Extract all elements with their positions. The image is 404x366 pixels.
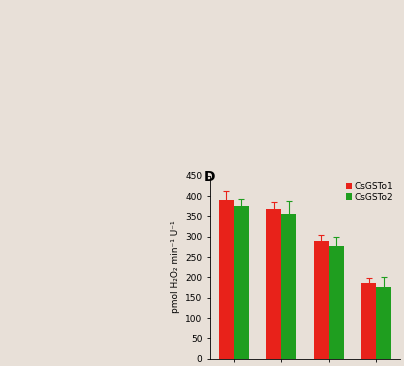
- Bar: [329, 246, 344, 359]
- Legend: CsGSTo1, CsGSTo2: CsGSTo1, CsGSTo2: [344, 180, 396, 203]
- Bar: [376, 287, 391, 359]
- Bar: [314, 241, 329, 359]
- Y-axis label: pmol H₂O₂ min⁻¹ U⁻¹: pmol H₂O₂ min⁻¹ U⁻¹: [170, 221, 180, 314]
- Bar: [219, 200, 234, 359]
- Bar: [266, 209, 281, 359]
- Bar: [281, 214, 297, 359]
- Bar: [234, 206, 249, 359]
- Text: D: D: [204, 170, 215, 184]
- Bar: [361, 283, 376, 359]
